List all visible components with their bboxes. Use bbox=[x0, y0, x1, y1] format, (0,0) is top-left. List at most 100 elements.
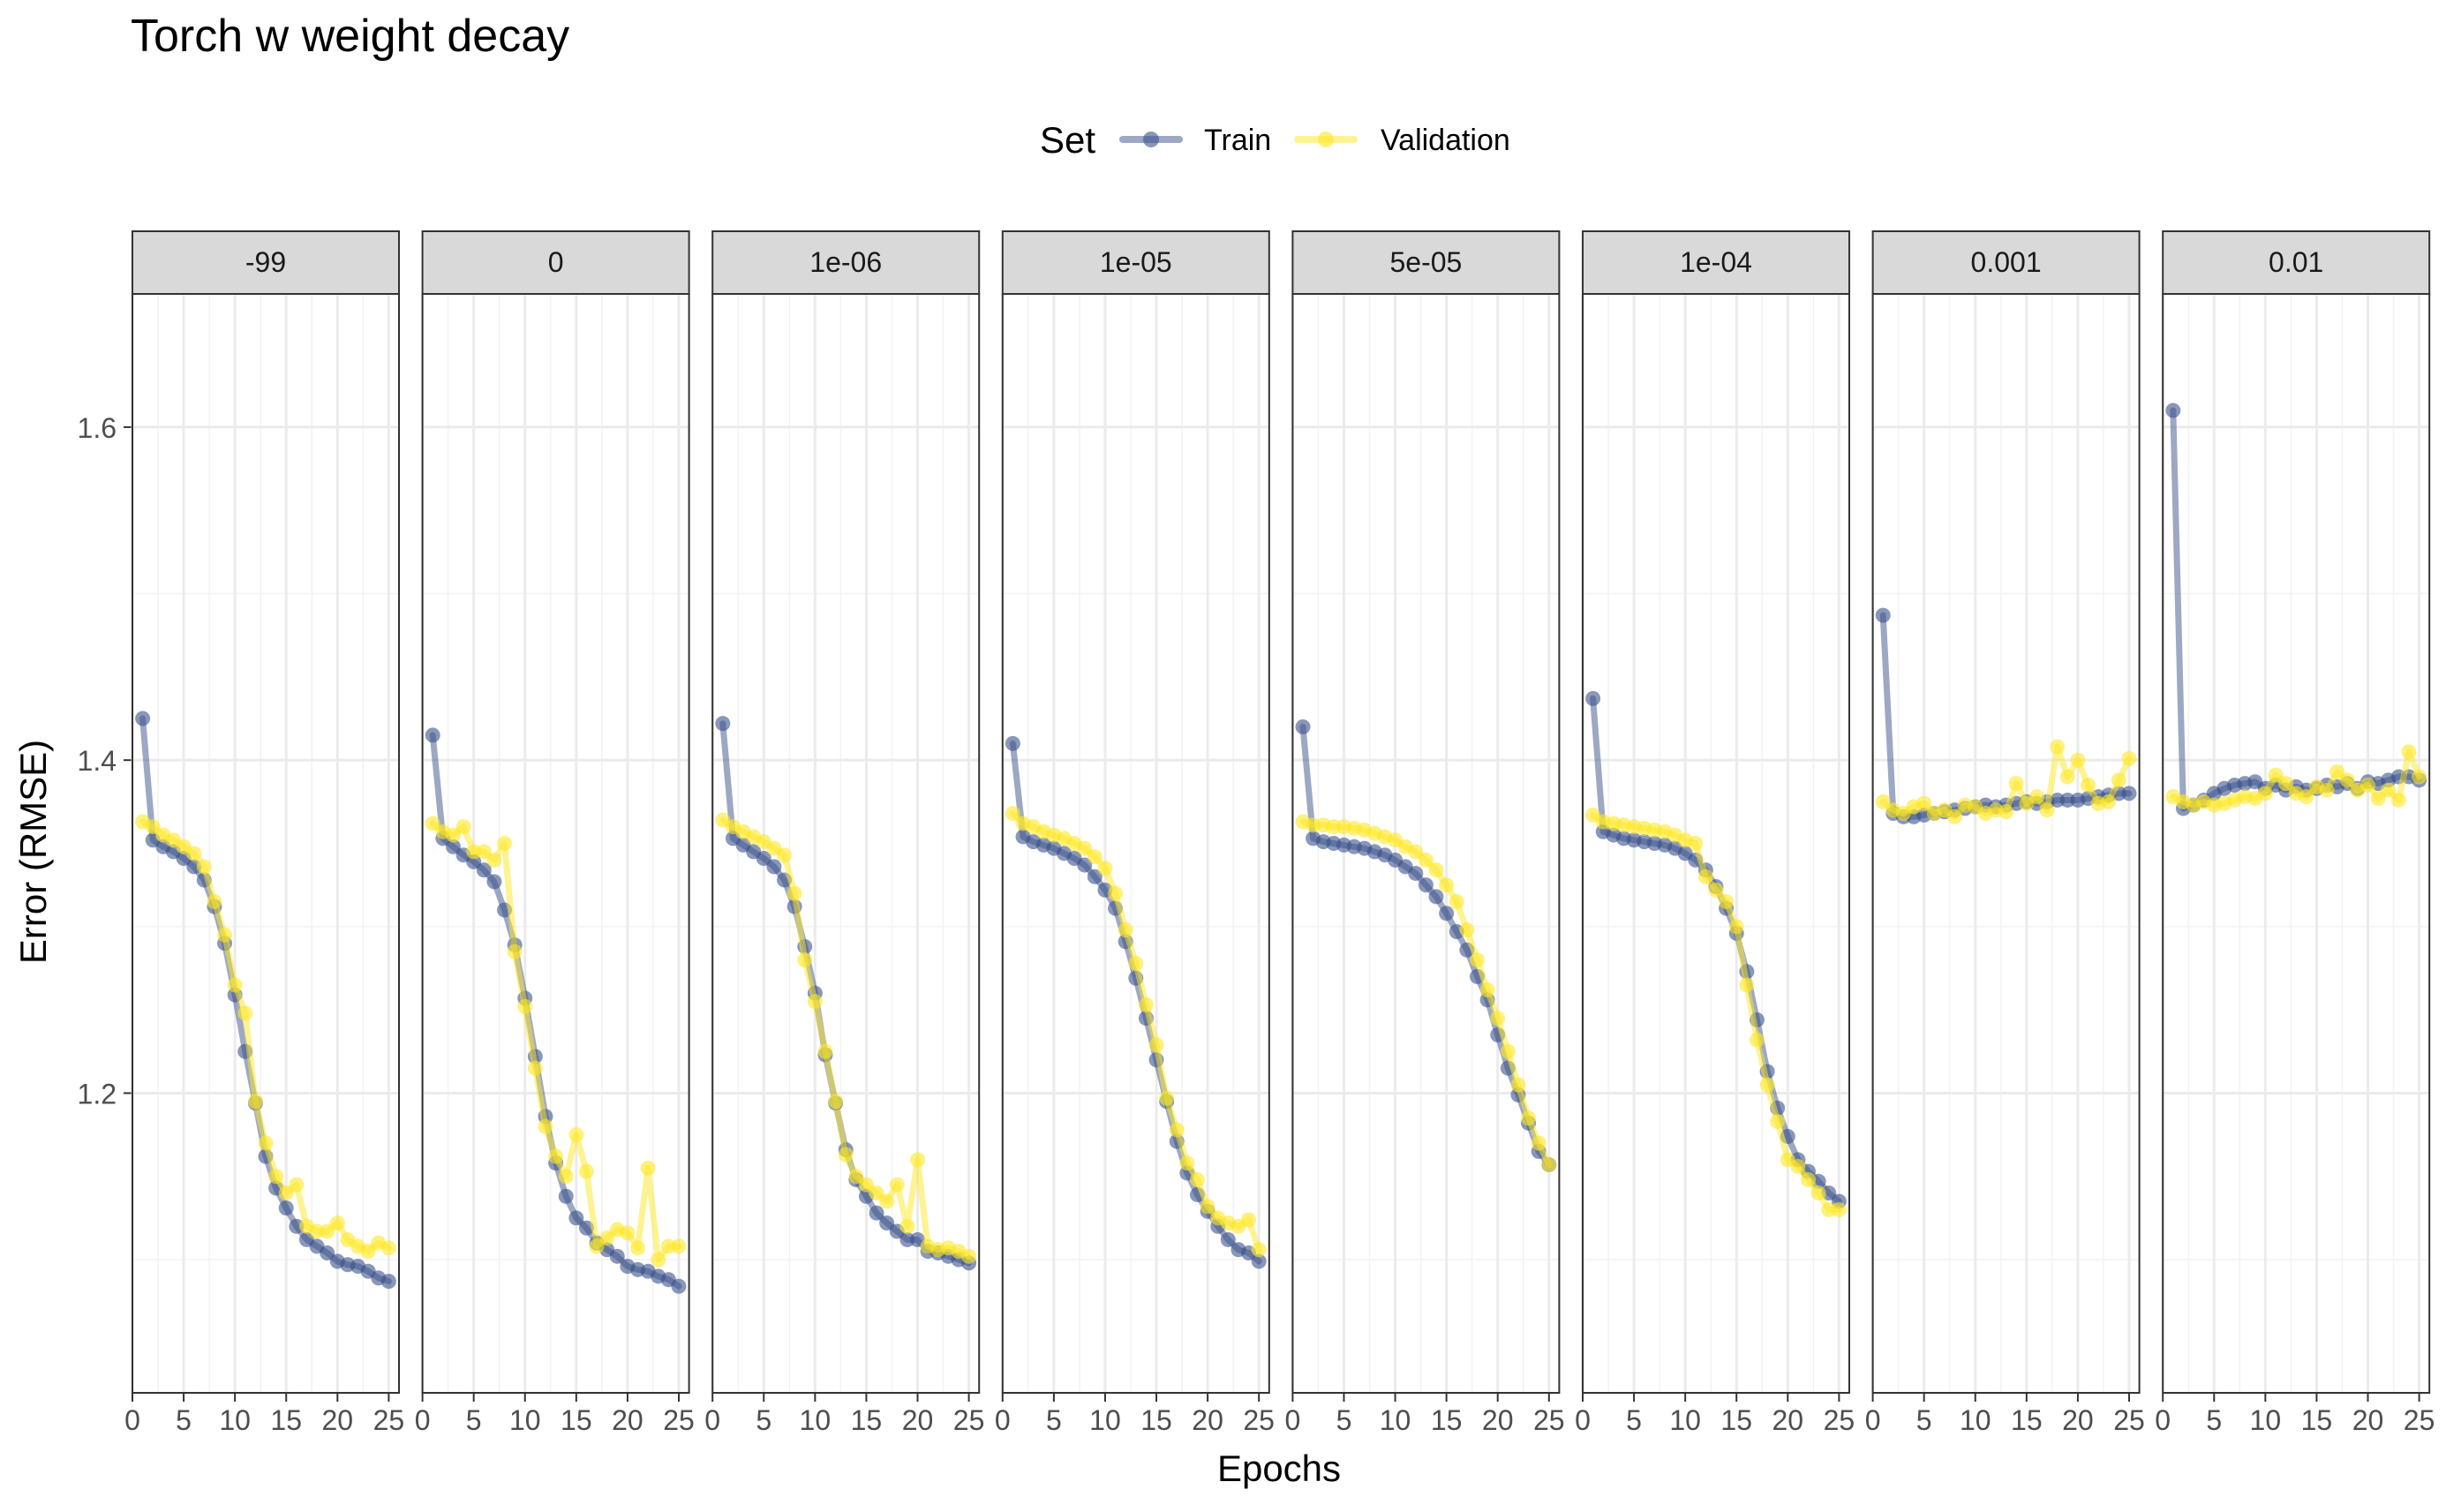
facet-strip bbox=[1871, 230, 2141, 295]
legend-train-key-point bbox=[1143, 132, 1159, 147]
panel-background bbox=[1872, 294, 2140, 1393]
data-point-validation bbox=[455, 819, 471, 835]
x-axis-label: Epochs bbox=[1217, 1448, 1341, 1489]
data-point-validation bbox=[1108, 885, 1124, 901]
data-point-validation bbox=[1541, 1157, 1557, 1173]
data-point-validation bbox=[186, 846, 202, 861]
data-point-validation bbox=[1428, 862, 1444, 878]
data-point-validation bbox=[1077, 840, 1093, 856]
data-point-validation bbox=[1179, 1155, 1195, 1171]
data-point-validation bbox=[497, 836, 513, 851]
data-point-validation bbox=[2370, 791, 2386, 807]
data-point-validation bbox=[1831, 1202, 1847, 1217]
data-point-validation bbox=[2070, 752, 2086, 768]
data-point-validation bbox=[538, 1118, 553, 1134]
data-point-validation bbox=[258, 1135, 274, 1151]
data-point-train bbox=[568, 1210, 584, 1226]
legend: Set Train Validation bbox=[1040, 119, 1510, 161]
data-point-validation bbox=[1510, 1077, 1526, 1093]
data-point-train bbox=[1821, 1185, 1837, 1201]
data-point-validation bbox=[2101, 794, 2117, 809]
data-point-validation bbox=[578, 1163, 594, 1179]
data-point-train bbox=[2050, 792, 2066, 808]
x-tick-label: 15 bbox=[2301, 1404, 2333, 1436]
data-point-validation bbox=[838, 1147, 854, 1162]
data-point-validation bbox=[1128, 955, 1144, 971]
x-tick-label: 15 bbox=[1720, 1404, 1752, 1436]
facet-panel: 5e-05 0 5 10 15 20 25 bbox=[1285, 230, 1565, 1436]
data-point-train bbox=[578, 1220, 594, 1236]
x-tick-label: 25 bbox=[373, 1404, 405, 1436]
y-tick-label: 1.4 bbox=[78, 745, 117, 777]
data-point-validation bbox=[527, 1060, 543, 1076]
data-point-validation bbox=[548, 1148, 564, 1164]
data-point-validation bbox=[2039, 802, 2055, 818]
x-tick-label: 15 bbox=[851, 1404, 883, 1436]
data-point-train bbox=[2059, 792, 2075, 808]
data-point-validation bbox=[320, 1223, 335, 1239]
data-point-validation bbox=[899, 1218, 915, 1234]
data-point-validation bbox=[329, 1215, 345, 1231]
data-point-validation bbox=[1138, 997, 1154, 1012]
x-tick-label: 25 bbox=[663, 1404, 695, 1436]
data-point-validation bbox=[1118, 922, 1133, 938]
x-tick-label: 5 bbox=[1916, 1404, 1932, 1436]
data-point-validation bbox=[869, 1185, 884, 1201]
data-point-validation bbox=[1148, 1037, 1164, 1053]
x-tick-label: 15 bbox=[1431, 1404, 1463, 1436]
data-point-validation bbox=[2257, 786, 2273, 801]
data-point-train bbox=[320, 1245, 335, 1261]
data-point-validation bbox=[476, 844, 492, 860]
data-point-validation bbox=[879, 1193, 895, 1209]
data-point-validation bbox=[1097, 861, 1113, 876]
x-tick-label: 25 bbox=[2113, 1404, 2145, 1436]
x-tick-label: 10 bbox=[1960, 1404, 1991, 1436]
data-point-train bbox=[879, 1215, 895, 1231]
data-point-train bbox=[609, 1248, 625, 1264]
x-tick-label: 15 bbox=[1140, 1404, 1172, 1436]
data-point-validation bbox=[486, 852, 502, 868]
data-point-train bbox=[558, 1188, 574, 1204]
facet-strip-label: 1e-06 bbox=[809, 246, 882, 278]
data-point-validation bbox=[2329, 764, 2345, 779]
data-point-train bbox=[1408, 865, 1424, 881]
data-point-validation bbox=[2059, 769, 2075, 785]
x-tick-label: 5 bbox=[1336, 1404, 1352, 1436]
x-tick-label: 10 bbox=[1669, 1404, 1701, 1436]
x-tick-label: 15 bbox=[270, 1404, 302, 1436]
data-point-train bbox=[1875, 607, 1891, 623]
facet-strip bbox=[132, 230, 400, 295]
x-tick-label: 0 bbox=[1575, 1404, 1591, 1436]
x-tick-label: 10 bbox=[219, 1404, 251, 1436]
facet-panel: 1e-04 0 5 10 15 20 25 bbox=[1575, 230, 1855, 1436]
data-point-train bbox=[1087, 869, 1103, 884]
data-point-validation bbox=[2412, 769, 2427, 785]
x-tick-label: 20 bbox=[1482, 1404, 1514, 1436]
x-tick-label: 20 bbox=[322, 1404, 354, 1436]
data-point-validation bbox=[289, 1177, 305, 1192]
data-point-validation bbox=[910, 1152, 926, 1168]
data-point-train bbox=[1251, 1253, 1267, 1269]
data-point-validation bbox=[620, 1225, 636, 1241]
y-tick-label: 1.6 bbox=[78, 412, 117, 444]
facet-strip bbox=[2162, 230, 2431, 295]
data-point-validation bbox=[2339, 772, 2355, 788]
data-point-validation bbox=[1159, 1090, 1175, 1106]
data-point-validation bbox=[1801, 1172, 1817, 1188]
data-point-train bbox=[445, 839, 461, 854]
data-point-train bbox=[289, 1218, 305, 1234]
data-point-train bbox=[1439, 906, 1455, 921]
data-point-train bbox=[2165, 402, 2181, 418]
facet-panel: 1e-05 0 5 10 15 20 25 bbox=[995, 230, 1275, 1436]
data-point-validation bbox=[1200, 1199, 1215, 1215]
data-point-validation bbox=[1005, 806, 1020, 822]
data-point-validation bbox=[858, 1177, 874, 1192]
data-point-validation bbox=[1479, 982, 1495, 997]
facet-strip bbox=[1001, 230, 1270, 295]
data-point-train bbox=[486, 874, 502, 890]
data-point-validation bbox=[1449, 894, 1464, 910]
facet-panel: -99 0 5 10 15 20 25 bbox=[124, 230, 405, 1436]
facet-strip bbox=[421, 230, 690, 295]
data-point-validation bbox=[425, 816, 440, 831]
data-point-validation bbox=[1708, 882, 1724, 898]
